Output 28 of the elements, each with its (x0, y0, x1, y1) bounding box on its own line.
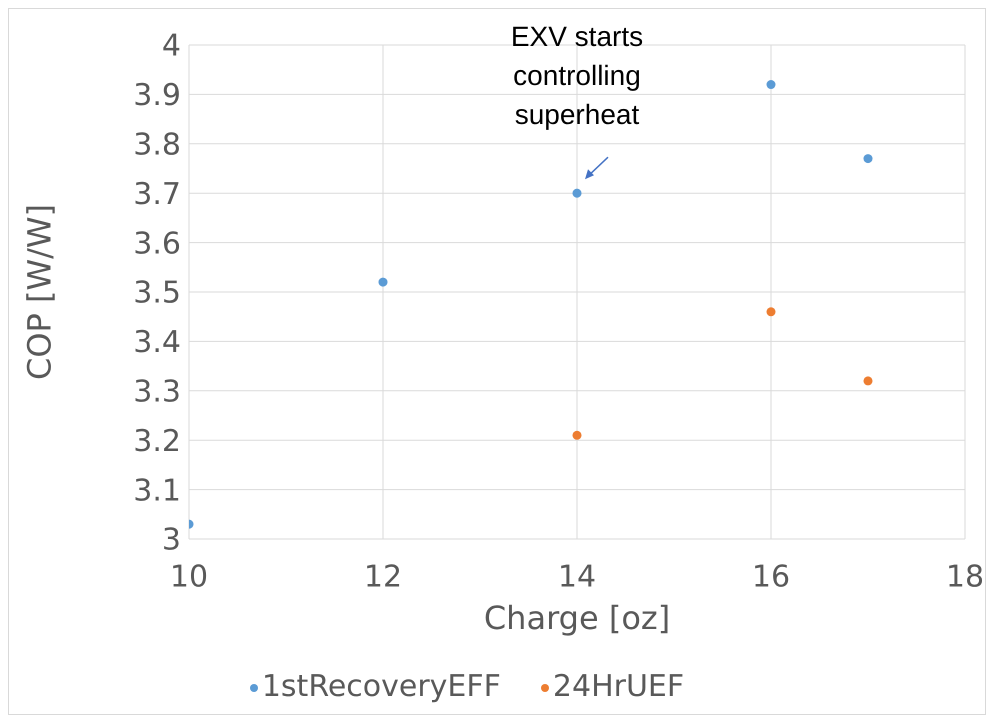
y-tick-label: 3.8 (133, 127, 181, 162)
y-tick-label: 3.5 (133, 276, 181, 311)
annotation: EXV starts controlling superheat (510, 21, 644, 130)
x-tick-label: 14 (558, 559, 596, 594)
point (863, 376, 873, 386)
point (572, 430, 582, 440)
y-tick-label: 3.2 (133, 424, 181, 459)
y-tick-label: 3.9 (133, 78, 181, 114)
x-tick-label: 12 (364, 559, 402, 594)
x-tick-label: 10 (170, 559, 208, 594)
legend-label: 24HrUEF (552, 669, 684, 704)
y-tick-label: 4 (162, 28, 181, 64)
point (863, 154, 873, 164)
point (378, 278, 388, 287)
y-tick-label: 3.7 (133, 176, 181, 212)
x-axis-title: Charge [oz] (484, 599, 670, 637)
legend-label: 1stRecoveryEFF (262, 669, 501, 704)
y-tick-label: 3.1 (133, 473, 181, 508)
point (766, 307, 776, 316)
point (572, 188, 582, 198)
y-tick-label: 3.6 (133, 226, 181, 262)
y-axis-title: COP [W/W] (20, 204, 58, 380)
x-tick-label: 18 (946, 559, 984, 594)
y-tick-label: 3.4 (133, 325, 181, 360)
y-tick-label: 3 (162, 522, 181, 558)
y-tick-label: 3.3 (133, 374, 181, 410)
x-tick-label: 16 (752, 559, 790, 594)
point (766, 80, 776, 90)
